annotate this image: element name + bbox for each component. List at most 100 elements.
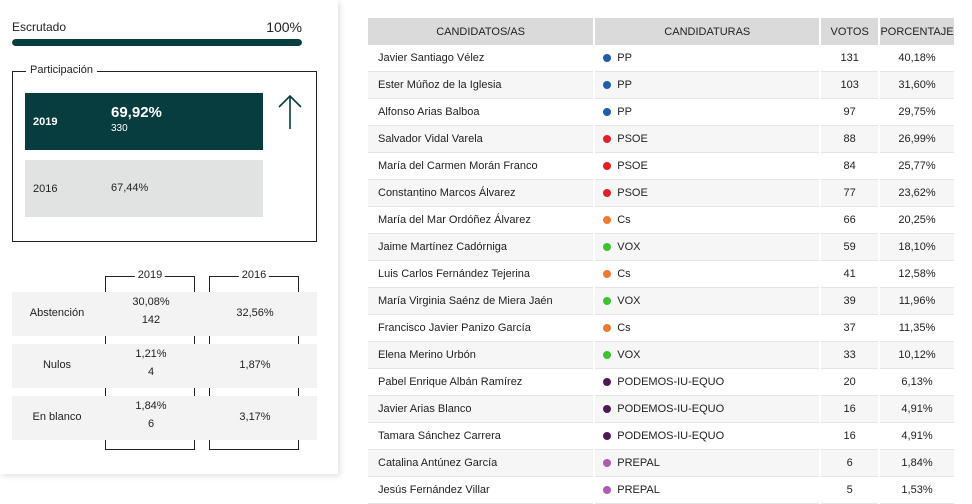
candidate-name: María del Mar Ordóñez Álvarez [368,207,594,234]
party-name: PODEMOS-IU-EQUO [617,376,725,388]
party-name: PSOE [617,160,648,172]
escrutado-percent: 100% [266,19,302,35]
header-candidaturas: CANDIDATURAS [595,18,820,45]
stat-row-nulos: Nulos 1,21% 4 1,87% [12,344,317,388]
table-row: Jaime Martínez Cadórniga VOX 59 18,10% [368,234,954,261]
table-row: María Virginia Saénz de Miera Jaén VOX 39 1… [368,288,954,315]
escrutado-progress-bar [12,39,302,46]
party-name: Cs [617,214,631,226]
party-name: Cs [617,268,631,280]
stat-previous-pct: 32,56% [236,307,274,319]
header-candidatos: CANDIDATOS/AS [368,18,594,45]
votes-cell: 20 [821,369,879,396]
stat-row-abstencion: Abstención 30,08% 142 32,56% [12,292,317,336]
party-dot-icon [603,270,612,278]
stat-current-pct: 1,21% [135,348,167,360]
party-cell: PODEMOS-IU-EQUO [595,369,820,396]
party-cell: PP [595,72,820,99]
stat-row-en-blanco: En blanco 1,84% 6 3,17% [12,396,317,440]
party-dot-icon [603,54,612,62]
percent-cell: 11,35% [880,315,954,342]
votes-cell: 16 [821,396,879,423]
party-name: PP [617,52,632,64]
votes-cell: 37 [821,315,879,342]
escrutado-progress-fill [12,39,302,46]
stat-current-pct: 1,84% [135,400,167,412]
party-dot-icon [603,297,612,305]
stat-current: 30,08% 142 [106,292,196,326]
candidate-name: Javier Arias Blanco [368,396,594,423]
party-dot-icon [603,486,612,494]
stats-year-previous: 2016 [238,269,270,281]
candidate-name: Salvador Vidal Varela [368,126,594,153]
percent-cell: 6,13% [880,369,954,396]
escrutado-section: Escrutado 100% [12,19,302,50]
party-name: PREPAL [617,484,660,496]
percent-cell: 4,91% [880,396,954,423]
escrutado-label: Escrutado [12,20,67,34]
party-dot-icon [603,405,612,413]
stat-label: Nulos [42,359,72,371]
table-row: María del Mar Ordóñez Álvarez Cs 66 20,25% [368,207,954,234]
percent-cell: 40,18% [880,45,954,72]
party-dot-icon [603,351,612,359]
party-cell: PODEMOS-IU-EQUO [595,396,820,423]
candidate-name: Ester Múñoz de la Iglesia [368,72,594,99]
table-row: Salvador Vidal Varela PSOE 88 26,99% [368,126,954,153]
percent-cell: 20,25% [880,207,954,234]
percent-cell: 18,10% [880,234,954,261]
votes-cell: 5 [821,477,879,504]
participacion-previous-year: 2016 [33,183,58,195]
percent-cell: 23,62% [880,180,954,207]
participacion-current-votes: 330 [111,123,128,134]
party-cell: VOX [595,342,820,369]
arrow-up-icon [278,94,302,129]
candidate-name: María del Carmen Morán Franco [368,153,594,180]
party-cell: Cs [595,261,820,288]
results-body: Javier Santiago Vélez PP 131 40,18% Ester Mú… [368,45,954,504]
party-name: PODEMOS-IU-EQUO [617,430,725,442]
candidate-name: Jaime Martínez Cadórniga [368,234,594,261]
party-name: PSOE [617,187,648,199]
summary-panel: Escrutado 100% Participación 2019 69,92%… [0,0,338,474]
table-row: Constantino Marcos Álvarez PSOE 77 23,62% [368,180,954,207]
party-name: PREPAL [617,457,660,469]
table-row: Luis Carlos Fernández Tejerina Cs 41 12,58% [368,261,954,288]
stat-previous-pct: 1,87% [239,359,271,371]
table-row: Alfonso Arias Balboa PP 97 29,75% [368,99,954,126]
party-dot-icon [603,189,612,197]
candidate-name: Elena Merino Urbón [368,342,594,369]
candidate-name: Constantino Marcos Álvarez [368,180,594,207]
candidate-name: Francisco Javier Panizo García [368,315,594,342]
table-row: Catalina Antúnez García PREPAL 6 1,84% [368,450,954,477]
percent-cell: 4,91% [880,423,954,450]
participacion-legend: Participación [26,64,97,76]
stat-current: 1,84% 6 [106,396,196,430]
participacion-previous-row: 2016 67,44% [25,160,263,217]
party-name: VOX [617,241,641,253]
candidate-name: Tamara Sánchez Carrera [368,423,594,450]
party-name: Cs [617,322,631,334]
party-dot-icon [603,108,612,116]
party-cell: PODEMOS-IU-EQUO [595,423,820,450]
percent-cell: 1,84% [880,450,954,477]
table-row: Tamara Sánchez Carrera PODEMOS-IU-EQUO 16 4… [368,423,954,450]
stat-previous-pct: 3,17% [239,411,271,423]
party-cell: VOX [595,234,820,261]
party-cell: PSOE [595,180,820,207]
party-cell: PP [595,45,820,72]
votes-cell: 131 [821,45,879,72]
participacion-box: Participación 2019 69,92% 330 2016 67,44… [12,64,317,242]
percent-cell: 25,77% [880,153,954,180]
candidate-name: María Virginia Saénz de Miera Jaén [368,288,594,315]
percent-cell: 26,99% [880,126,954,153]
votes-cell: 77 [821,180,879,207]
party-dot-icon [603,81,612,89]
votes-cell: 97 [821,99,879,126]
results-header-row: CANDIDATOS/AS CANDIDATURAS VOTOS PORCENT… [368,18,954,45]
party-dot-icon [603,432,612,440]
stat-current-num: 6 [147,418,155,430]
results-table: CANDIDATOS/AS CANDIDATURAS VOTOS PORCENT… [366,18,956,504]
stat-label: En blanco [32,411,82,423]
table-row: Ester Múñoz de la Iglesia PP 103 31,60% [368,72,954,99]
